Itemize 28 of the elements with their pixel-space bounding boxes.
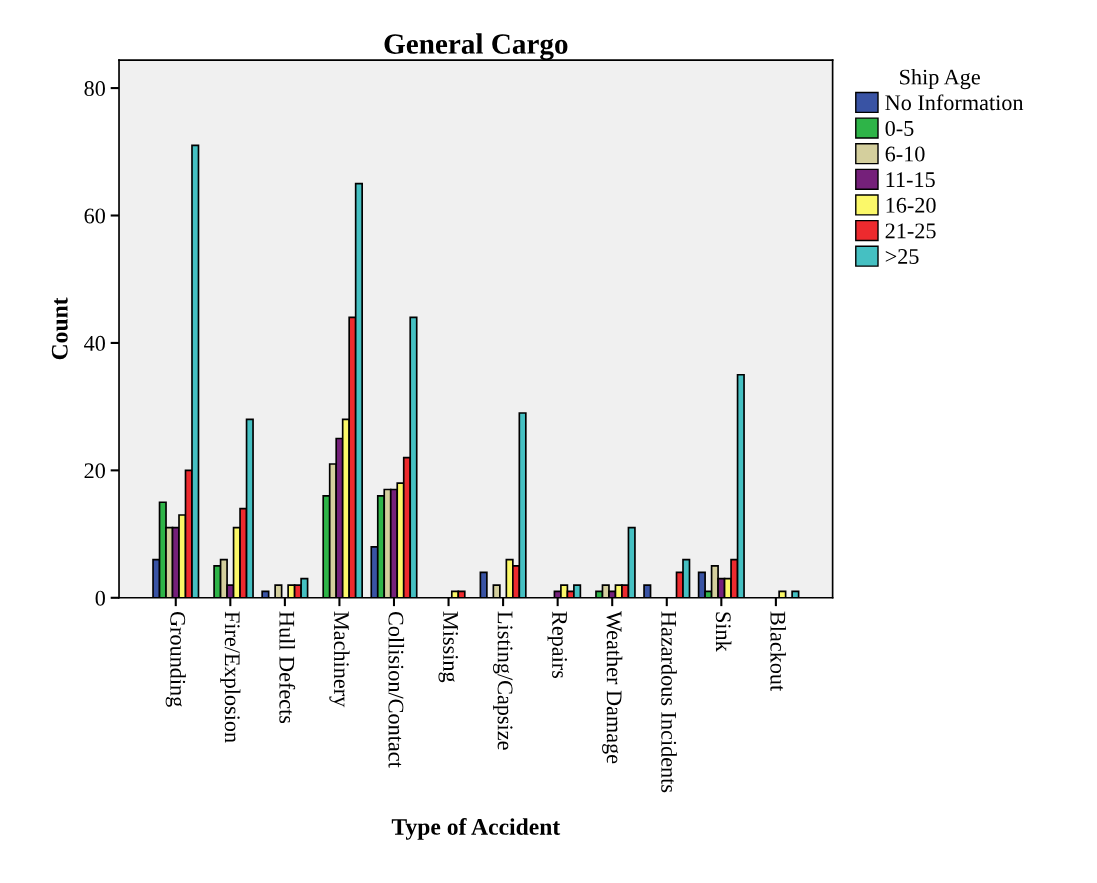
legend-label: >25 [885,249,919,264]
x-tick-label: Machinery [329,611,350,708]
legend-label: 16-20 [886,197,936,213]
x-axis-title: Type of Accident [391,818,561,840]
x-tick-label: Collision/Contact [388,611,405,768]
legend-label: 0-5 [885,120,914,136]
x-tick-label: Weather Damage [602,611,623,764]
y-tick-label: 20 [84,463,105,479]
y-tick-label: 80 [84,81,105,97]
x-tick-label: Fire/Explosion [220,611,241,743]
x-tick-label: Repairs [547,611,568,679]
y-tick-label: 60 [84,208,105,224]
legend-label: 11-15 [886,172,935,188]
legend-label: 6-10 [885,146,925,162]
legend-title: Ship Age [900,68,980,90]
y-axis-title: Count [51,297,68,360]
x-tick-label: Hull Defects [279,611,296,724]
x-tick-label: Missing [438,611,458,683]
x-tick-label: Listing/Capsize [493,611,513,750]
x-tick-label: Sink [715,612,732,652]
legend-label: No Information [885,94,1024,111]
chart-title: General Cargo [384,33,568,61]
y-tick-label: 0 [95,590,105,606]
y-tick-label: 40 [84,335,105,351]
x-tick-label: Grounding [165,611,186,707]
x-tick-label: Blackout [770,611,786,692]
x-tick-label: Hazardous Incidents [661,611,677,793]
legend-label: 21-25 [885,223,936,239]
